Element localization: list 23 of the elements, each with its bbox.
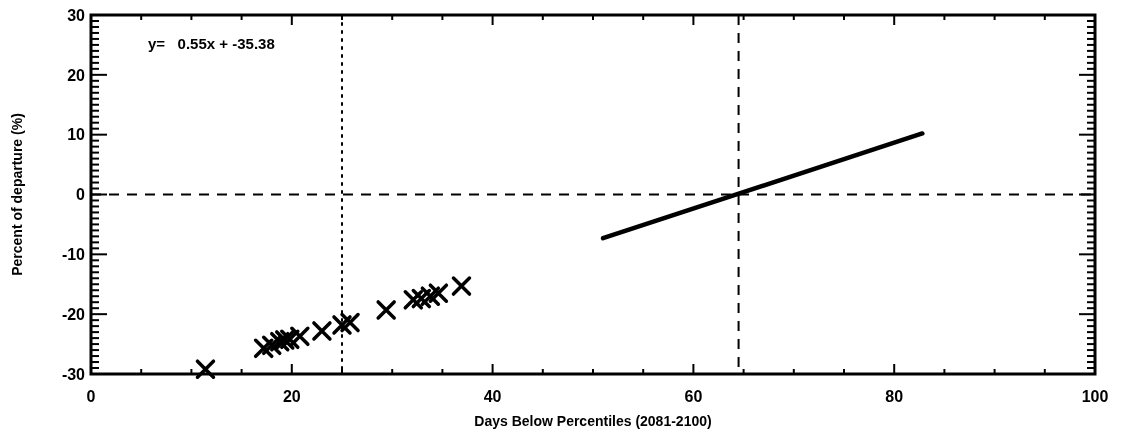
y-tick-label: -20 [61, 305, 86, 323]
x-axis-title: Days Below Percentiles (2081-2100) [474, 413, 712, 429]
y-tick-label: 20 [67, 66, 86, 84]
y-tick-label: 0 [76, 186, 86, 204]
point [261, 335, 282, 356]
point [376, 300, 396, 320]
y-tick-label: -10 [61, 246, 86, 264]
point [253, 338, 274, 359]
point [451, 276, 472, 296]
point [312, 321, 332, 341]
x-tick-label: 100 [1081, 388, 1109, 405]
y-tick-label: -30 [61, 365, 86, 383]
x-tick-label: 20 [282, 388, 301, 405]
x-tick-label: 80 [885, 388, 904, 405]
point [195, 359, 216, 379]
point [340, 312, 360, 333]
y-tick-label: 10 [67, 126, 86, 144]
x-tick-label: 40 [483, 388, 502, 405]
annotation: y= 0.55x + -35.38 [148, 35, 275, 52]
x-tick-label: 60 [684, 388, 703, 405]
y-axis-title: Percent of departure (%) [9, 113, 25, 276]
y-tick-label: 30 [67, 6, 86, 24]
point [332, 315, 352, 335]
